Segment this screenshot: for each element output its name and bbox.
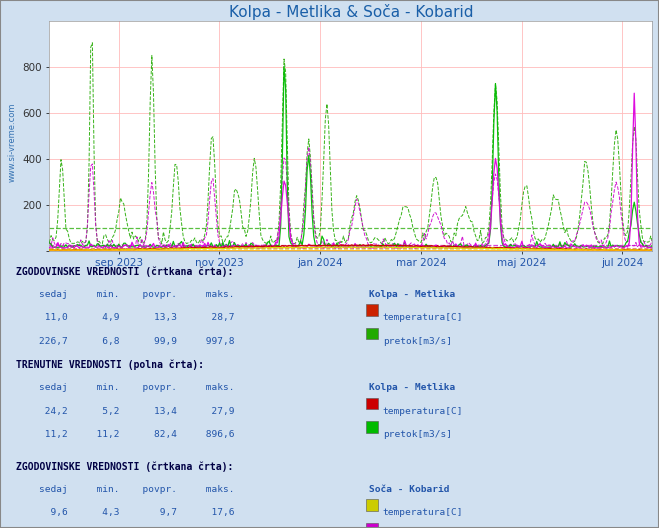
Text: www.si-vreme.com: www.si-vreme.com [8,103,17,182]
Text: pretok[m3/s]: pretok[m3/s] [383,430,452,439]
Text: Soča - Kobarid: Soča - Kobarid [369,485,449,494]
Text: temperatura[C]: temperatura[C] [383,313,463,322]
Text: sedaj     min.    povpr.     maks.: sedaj min. povpr. maks. [16,290,235,299]
Text: Kolpa - Metlika: Kolpa - Metlika [369,383,455,392]
Text: TRENUTNE VREDNOSTI (polna črta):: TRENUTNE VREDNOSTI (polna črta): [16,360,204,371]
Text: temperatura[C]: temperatura[C] [383,407,463,416]
Title: Kolpa - Metlika & Soča - Kobarid: Kolpa - Metlika & Soča - Kobarid [229,4,473,20]
Text: pretok[m3/s]: pretok[m3/s] [383,337,452,346]
Text: 11,0      4,9      13,3      28,7: 11,0 4,9 13,3 28,7 [16,313,235,322]
Text: 11,2     11,2      82,4     896,6: 11,2 11,2 82,4 896,6 [16,430,235,439]
Text: sedaj     min.    povpr.     maks.: sedaj min. povpr. maks. [16,485,235,494]
Text: temperatura[C]: temperatura[C] [383,508,463,517]
Text: Kolpa - Metlika: Kolpa - Metlika [369,290,455,299]
Text: sedaj     min.    povpr.     maks.: sedaj min. povpr. maks. [16,383,235,392]
Text: ZGODOVINSKE VREDNOSTI (črtkana črta):: ZGODOVINSKE VREDNOSTI (črtkana črta): [16,267,234,277]
Text: 226,7      6,8      99,9     997,8: 226,7 6,8 99,9 997,8 [16,337,235,346]
Text: 24,2      5,2      13,4      27,9: 24,2 5,2 13,4 27,9 [16,407,235,416]
Text: ZGODOVINSKE VREDNOSTI (črtkana črta):: ZGODOVINSKE VREDNOSTI (črtkana črta): [16,461,234,472]
Text: 9,6      4,3       9,7      17,6: 9,6 4,3 9,7 17,6 [16,508,235,517]
